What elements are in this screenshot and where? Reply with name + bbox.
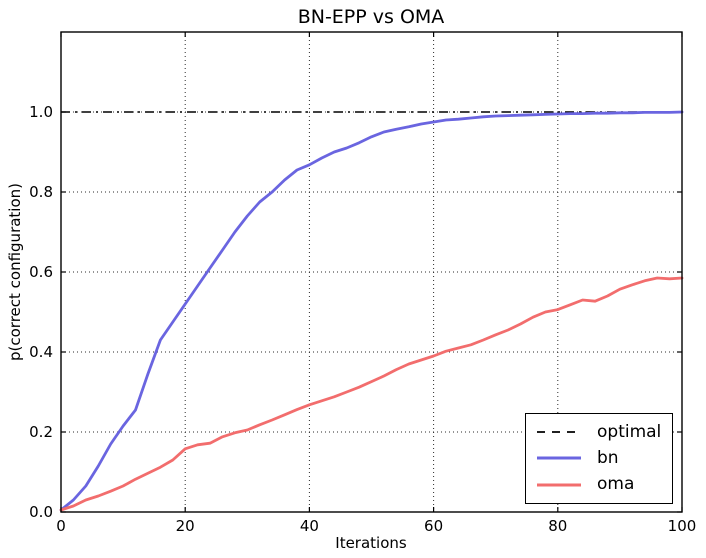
legend-item-optimal: optimal <box>536 421 662 442</box>
solid-line-icon <box>537 456 581 460</box>
chart-title: BN-EPP vs OMA <box>297 6 445 28</box>
legend-label-bn: bn <box>597 447 619 468</box>
solid-line-icon <box>537 483 581 487</box>
y-tick-label: 0.0 <box>29 503 53 521</box>
legend-label-optimal: optimal <box>597 421 662 442</box>
x-tick-label: 40 <box>299 517 319 535</box>
y-tick-label: 0.8 <box>29 183 53 201</box>
legend-item-oma: oma <box>536 475 662 494</box>
dashed-line-icon <box>537 431 581 434</box>
legend-item-bn: bn <box>536 447 662 468</box>
x-tick-label: 60 <box>424 517 444 535</box>
legend: optimal bn oma <box>525 413 673 504</box>
x-axis-label: Iterations <box>335 534 407 552</box>
legend-label-oma: oma <box>597 474 635 495</box>
y-tick-label: 1.0 <box>29 103 53 121</box>
x-tick-label: 0 <box>56 517 66 535</box>
x-tick-label: 80 <box>548 517 568 535</box>
x-tick-label: 100 <box>667 517 697 535</box>
x-tick-label: 20 <box>175 517 195 535</box>
y-tick-label: 0.2 <box>29 423 53 441</box>
y-tick-label: 0.4 <box>29 343 53 361</box>
y-tick-label: 0.6 <box>29 263 53 281</box>
